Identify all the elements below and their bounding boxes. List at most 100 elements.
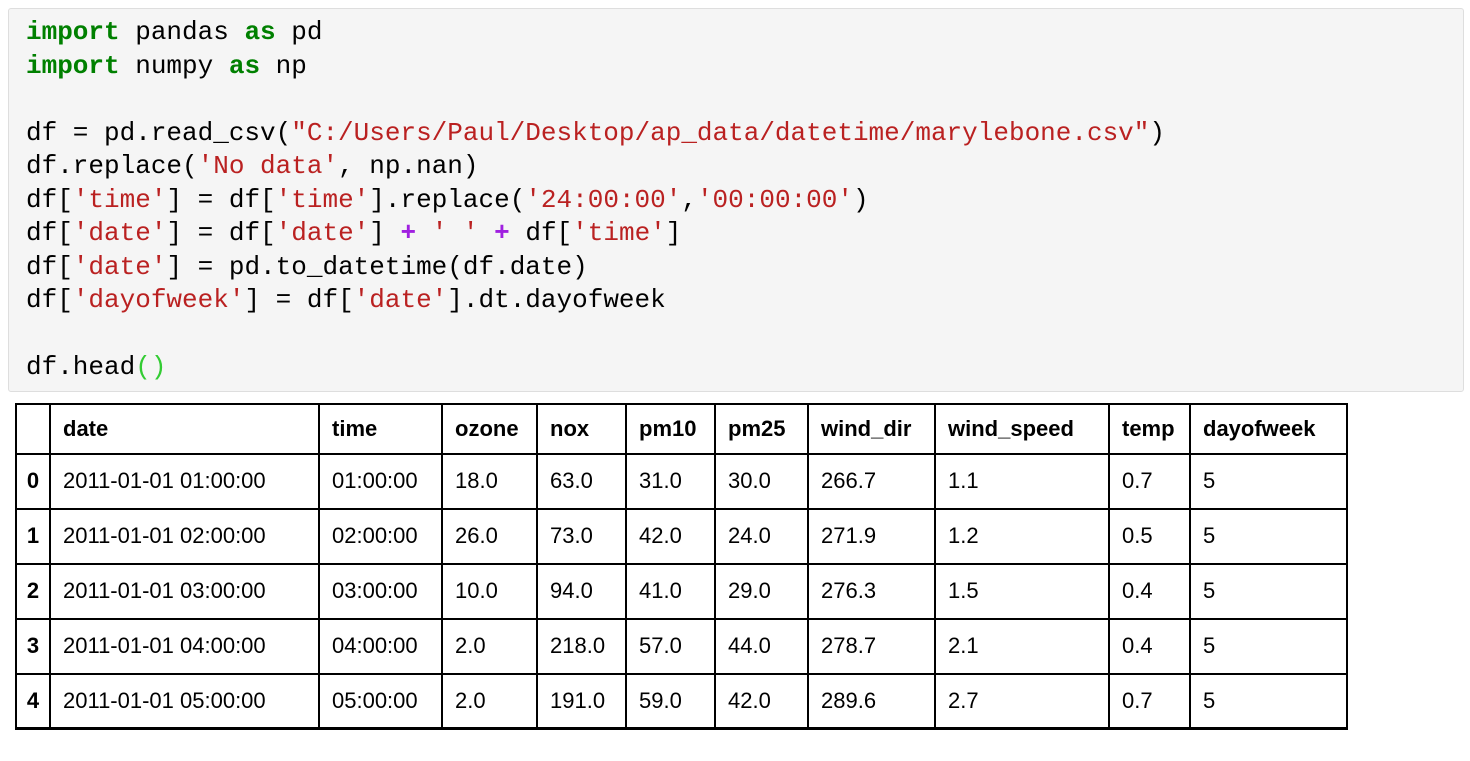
table-cell: 1.1 — [934, 452, 1110, 510]
table-cell: 26.0 — [441, 507, 538, 565]
code-token — [416, 218, 432, 248]
code-token: 'time' — [275, 184, 370, 215]
code-token: "C:/Users/Paul/Desktop/ap_data/datetime/… — [291, 117, 1150, 148]
code-token: , — [681, 184, 697, 215]
code-token: import — [26, 17, 120, 47]
code-token: 'date' — [353, 285, 448, 315]
table-row: 1 2011-01-01 02:00:00 02:00:00 26.0 73.0 42.0… — [15, 507, 1348, 565]
code-token: df.replace( — [26, 151, 198, 181]
code-token: ].replace( — [369, 184, 526, 215]
code-token: 'date' — [275, 218, 370, 248]
table-cell: 0.7 — [1108, 672, 1191, 730]
table-cell: 266.7 — [807, 452, 936, 510]
code-token: + — [494, 218, 510, 248]
table-cell: 1.5 — [934, 562, 1110, 620]
row-index: 3 — [15, 617, 51, 675]
table-cell: 57.0 — [625, 617, 716, 675]
corner-cell — [15, 402, 51, 455]
code-token: + — [400, 218, 417, 248]
code-token: df = pd.read_csv( — [26, 117, 292, 148]
code-token: () — [135, 352, 167, 382]
row-index: 1 — [15, 507, 51, 565]
table-cell: 02:00:00 — [318, 507, 443, 565]
code-token: pd — [275, 17, 323, 47]
code-token: np — [260, 50, 307, 81]
table-cell: 2011-01-01 03:00:00 — [49, 562, 320, 620]
code-token: 'time' — [572, 218, 666, 248]
table-cell: 29.0 — [714, 562, 809, 620]
dataframe-header: date time ozone nox pm10 pm25 wind_dir wind_spe… — [15, 402, 1348, 455]
table-cell: 2011-01-01 05:00:00 — [49, 672, 320, 730]
code-token: ] = df[ — [244, 285, 354, 315]
code-token: ].dt.dayofweek — [447, 285, 666, 315]
code-token: as — [244, 17, 276, 47]
code-line: df = pd.read_csv("C:/Users/Paul/Desktop/… — [26, 117, 1455, 151]
code-token: as — [228, 50, 261, 81]
row-index: 4 — [15, 672, 51, 730]
table-cell: 0.4 — [1108, 562, 1191, 620]
table-cell: 94.0 — [536, 562, 627, 620]
table-row: 2 2011-01-01 03:00:00 03:00:00 10.0 94.0 41.0… — [15, 562, 1348, 620]
code-token: numpy — [119, 50, 229, 81]
code-line: df['dayofweek'] = df['date'].dt.dayofwee… — [26, 284, 1455, 318]
column-header: temp — [1108, 402, 1191, 455]
table-cell: 42.0 — [625, 507, 716, 565]
column-header: ozone — [441, 402, 538, 455]
code-line: import pandas as pd — [26, 16, 1455, 50]
code-token: ] — [369, 218, 401, 248]
table-cell: 73.0 — [536, 507, 627, 565]
code-token: '00:00:00' — [696, 184, 853, 215]
table-cell: 5 — [1189, 562, 1348, 620]
table-cell: 0.7 — [1108, 452, 1191, 510]
code-line: df['date'] = pd.to_datetime(df.date) — [26, 251, 1455, 285]
table-cell: 0.5 — [1108, 507, 1191, 565]
dataframe-body: 0 2011-01-01 01:00:00 01:00:00 18.0 63.0 31.0… — [15, 452, 1348, 730]
table-cell: 5 — [1189, 452, 1348, 510]
code-token — [479, 218, 495, 248]
table-cell: 24.0 — [714, 507, 809, 565]
column-header: time — [318, 402, 443, 455]
code-token: df[ — [26, 218, 73, 248]
code-line: df.replace('No data', np.nan) — [26, 150, 1455, 184]
table-cell: 01:00:00 — [318, 452, 443, 510]
code-token: 'dayofweek' — [72, 285, 245, 315]
table-cell: 41.0 — [625, 562, 716, 620]
code-token: import — [26, 50, 120, 81]
table-cell: 5 — [1189, 672, 1348, 730]
code-token: ] = df[ — [166, 184, 276, 215]
code-token: df[ — [26, 285, 73, 315]
code-token: pandas — [119, 17, 245, 47]
table-cell: 218.0 — [536, 617, 627, 675]
table-cell: 04:00:00 — [318, 617, 443, 675]
column-header: wind_speed — [934, 402, 1110, 455]
code-token: ] = df[ — [166, 218, 276, 248]
table-cell: 2.7 — [934, 672, 1110, 730]
table-cell: 2.0 — [441, 617, 538, 675]
table-row: 4 2011-01-01 05:00:00 05:00:00 2.0 191.0 59.0… — [15, 672, 1348, 730]
header-row: date time ozone nox pm10 pm25 wind_dir wind_spe… — [15, 402, 1348, 455]
code-token: df[ — [26, 251, 73, 282]
table-cell: 191.0 — [536, 672, 627, 730]
code-token: df.head — [26, 352, 136, 382]
column-header: pm25 — [714, 402, 809, 455]
code-token: 'date' — [72, 251, 167, 282]
table-cell: 30.0 — [714, 452, 809, 510]
column-header: nox — [536, 402, 627, 455]
code-token: ] — [665, 218, 682, 248]
column-header: wind_dir — [807, 402, 936, 455]
table-cell: 2.1 — [934, 617, 1110, 675]
code-line: df['time'] = df['time'].replace('24:00:0… — [26, 184, 1455, 218]
dataframe-table: date time ozone nox pm10 pm25 wind_dir wind_spe… — [15, 402, 1348, 730]
code-cell-input[interactable]: import pandas as pd import numpy as np df … — [8, 8, 1464, 392]
code-token: ' ' — [431, 218, 479, 248]
row-index: 2 — [15, 562, 51, 620]
table-cell: 0.4 — [1108, 617, 1191, 675]
table-cell: 63.0 — [536, 452, 627, 510]
code-token: , np.nan) — [338, 151, 479, 181]
table-cell: 1.2 — [934, 507, 1110, 565]
table-row: 3 2011-01-01 04:00:00 04:00:00 2.0 218.0 57.0… — [15, 617, 1348, 675]
code-line: import numpy as np — [26, 50, 1455, 84]
notebook-page: { "colors": { "keyword": "#008000", "str… — [0, 8, 1470, 761]
table-cell: 289.6 — [807, 672, 936, 730]
code-token: df[ — [509, 218, 573, 248]
